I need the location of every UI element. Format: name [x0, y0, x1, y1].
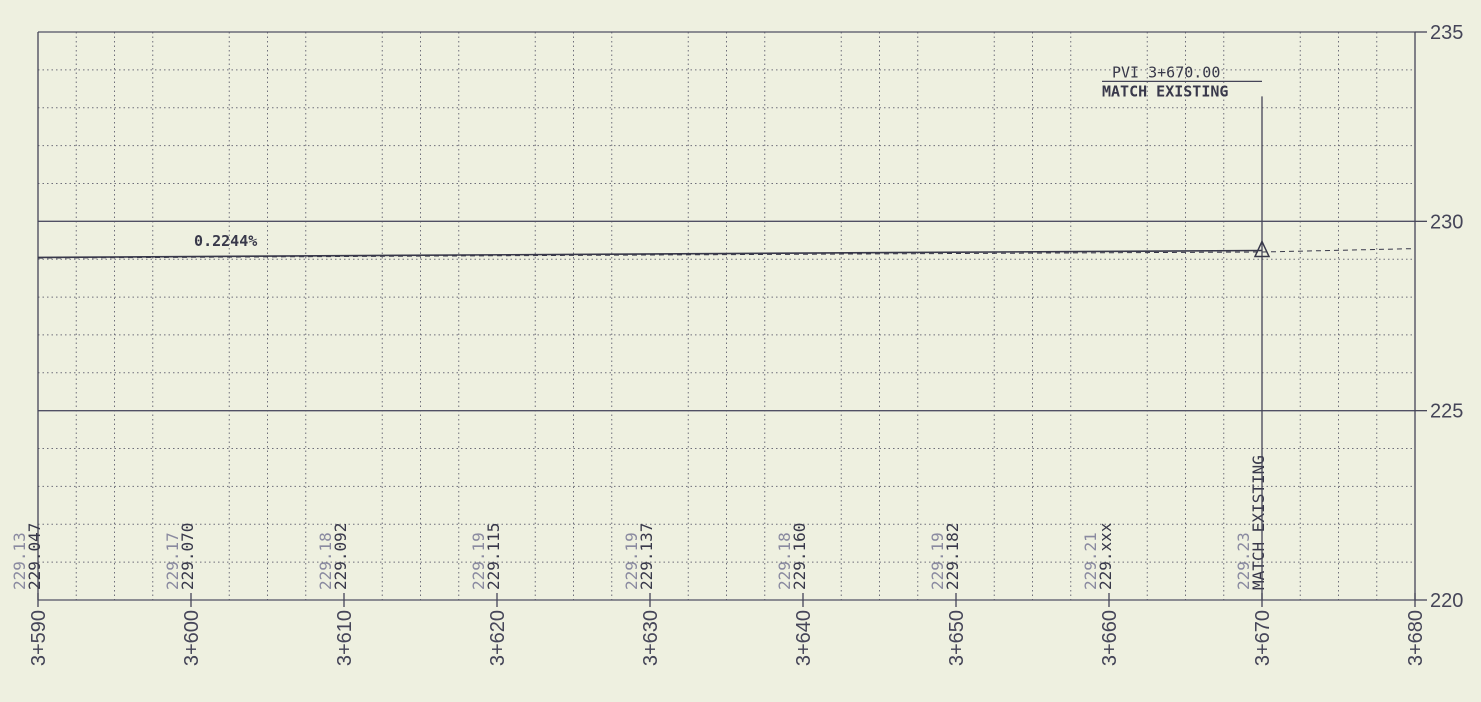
station-existing-elevation: 229.19 [622, 532, 641, 590]
station-proposed-elevation: 229.137 [637, 523, 656, 590]
station-proposed-elevation: 229.xxx [1096, 522, 1115, 590]
y-tick-label: 230 [1430, 211, 1463, 233]
y-tick-label: 220 [1430, 590, 1463, 612]
axis-labels: 3+590 3+600 3+610 3+620 3+630 3+640 3+650 3+660… [28, 22, 1463, 666]
profile-lines [37, 248, 1416, 259]
station-existing-elevation: 229.18 [316, 532, 335, 590]
pvi-match-existing-label: MATCH EXISTING [1102, 82, 1228, 100]
station-proposed-elevation: 229.047 [25, 523, 44, 590]
station-existing-elevation: 229.19 [928, 532, 947, 590]
x-tick-label: 3+620 [487, 610, 509, 666]
x-tick-label: 3+640 [793, 610, 815, 666]
pvi-triangle-marker [1253, 239, 1271, 258]
x-tick-label: 3+600 [181, 610, 203, 666]
y-tick-label: 225 [1430, 401, 1463, 423]
station-proposed-elevation: MATCH EXISTING [1249, 455, 1268, 590]
existing-ground-line [37, 248, 1416, 259]
x-tick-label: 3+670 [1252, 610, 1274, 666]
x-tick-label: 3+590 [28, 610, 50, 666]
x-tick-label: 3+650 [946, 610, 968, 666]
station-proposed-elevation: 229.070 [178, 523, 197, 590]
station-existing-elevation: 229.13 [10, 532, 29, 590]
station-proposed-elevation: 229.092 [331, 523, 350, 590]
station-proposed-elevation: 229.182 [943, 523, 962, 590]
x-tick-label: 3+680 [1405, 610, 1427, 666]
station-existing-elevation: 229.17 [163, 532, 182, 590]
grade-percent-label: 0.2244% [194, 232, 257, 250]
x-tick-label: 3+630 [640, 610, 662, 666]
station-existing-elevation: 229.23 [1234, 532, 1253, 590]
x-tick-label: 3+660 [1099, 610, 1121, 666]
grid [37, 31, 1416, 601]
station-existing-elevation: 229.18 [775, 532, 794, 590]
station-proposed-elevation: 229.115 [484, 523, 503, 590]
pvi-station-label: PVI 3+670.00 [1112, 63, 1220, 81]
station-proposed-elevation: 229.160 [790, 523, 809, 590]
x-tick-label: 3+610 [334, 610, 356, 666]
station-existing-elevation: 229.21 [1081, 532, 1100, 590]
station-existing-elevation: 229.19 [469, 532, 488, 590]
y-tick-label: 235 [1430, 22, 1463, 44]
proposed-grade-line [37, 249, 1263, 259]
